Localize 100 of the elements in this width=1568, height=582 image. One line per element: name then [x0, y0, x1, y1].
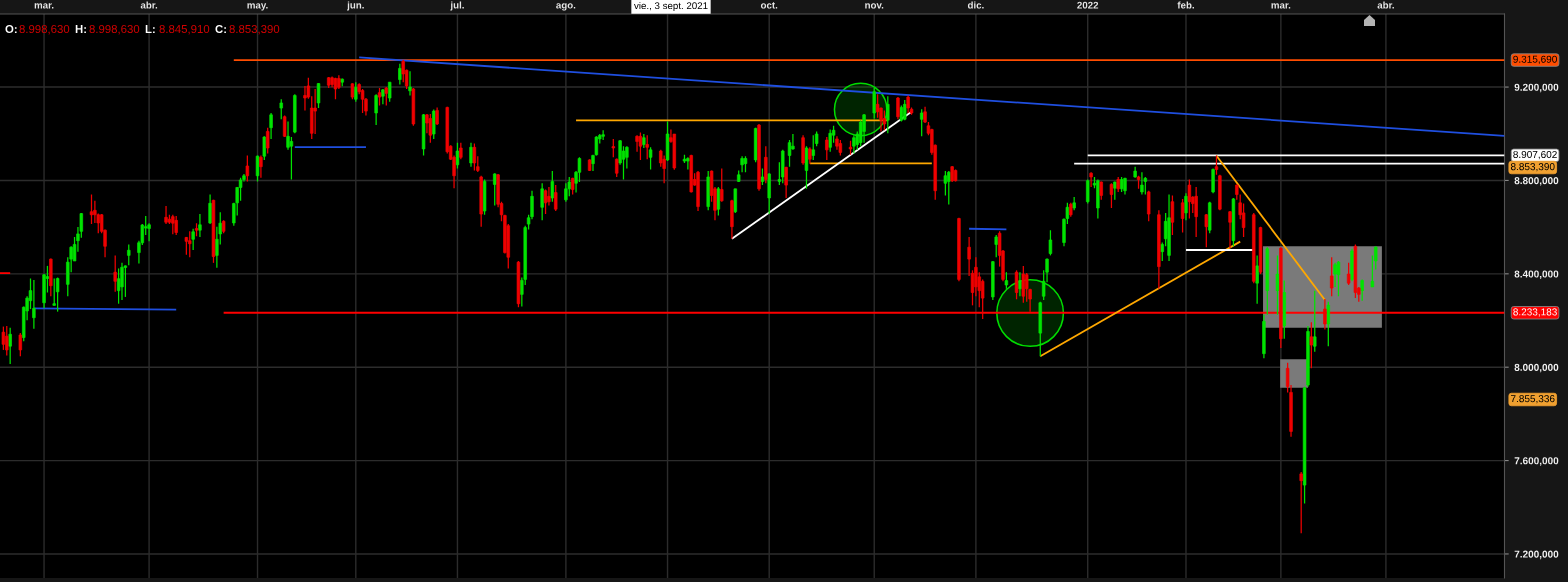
- candlestick: [1346, 262, 1351, 286]
- candlestick: [5, 325, 9, 357]
- candlestick: [89, 193, 94, 225]
- candlestick: [648, 146, 653, 171]
- y-tick-label: 8.400,000: [1514, 270, 1559, 279]
- candlestick: [862, 113, 866, 144]
- candlestick: [543, 188, 548, 215]
- candlestick: [269, 112, 273, 140]
- x-tick-label: ago.: [556, 3, 576, 11]
- candlestick: [1170, 194, 1175, 236]
- candlestick: [852, 134, 856, 155]
- annotation: O: 8.998,630: [5, 24, 70, 35]
- candlestick: [262, 135, 267, 161]
- candlestick: [882, 109, 887, 131]
- candlestick: [1113, 180, 1117, 201]
- candlestick: [540, 182, 544, 221]
- candlestick: [550, 170, 555, 203]
- x-tick-label: nov.: [865, 3, 884, 9]
- candlestick: [740, 155, 744, 173]
- x-tick-label: abr.: [1377, 1, 1394, 9]
- candlestick: [1323, 298, 1327, 331]
- candlestick: [1329, 256, 1334, 297]
- candlestick: [1299, 471, 1303, 534]
- candlestick: [662, 154, 666, 184]
- candlestick: [720, 167, 724, 203]
- candlestick: [8, 327, 12, 365]
- candlestick: [716, 186, 721, 217]
- candlestick: [401, 59, 405, 83]
- candlestick: [1336, 260, 1341, 297]
- candlestick: [1025, 272, 1029, 303]
- candlestick: [198, 213, 202, 238]
- candlestick: [1255, 254, 1259, 305]
- candlestick: [872, 87, 876, 120]
- candlestick: [265, 127, 270, 155]
- candlestick: [191, 228, 195, 251]
- annotation: L: 8.845,910: [145, 24, 210, 35]
- x-tick-label: mar.: [34, 3, 54, 9]
- candlestick: [259, 154, 263, 179]
- candlestick: [316, 82, 321, 109]
- candlestick: [811, 134, 815, 161]
- y-tick-label: 8.800,000: [1514, 177, 1559, 186]
- data-label: 8.907,602: [1513, 150, 1557, 160]
- candlestick: [164, 205, 168, 225]
- candlestick: [279, 98, 283, 120]
- candlestick: [123, 264, 128, 298]
- candlestick: [554, 184, 558, 212]
- candlestick: [825, 136, 829, 161]
- candlestick: [784, 166, 788, 199]
- candlestick: [1214, 154, 1219, 176]
- candlestick: [733, 188, 738, 214]
- x-tick-label: jul.: [450, 1, 464, 11]
- candlestick: [32, 279, 36, 330]
- candlestick: [686, 156, 690, 171]
- text: vie., 3 sept. 2021: [634, 1, 708, 12]
- candlestick: [1089, 171, 1093, 188]
- candlestick: [289, 136, 294, 181]
- x-tick-label: may.: [247, 3, 268, 11]
- y-tick-label: 7.600,000: [1514, 457, 1559, 466]
- candlestick: [1048, 229, 1053, 257]
- candlestick: [1309, 321, 1314, 369]
- candlestick: [1326, 301, 1330, 347]
- x-tick-label: feb.: [1177, 1, 1194, 9]
- candlestick: [1099, 180, 1103, 201]
- x-tick-label: dic.: [967, 1, 984, 9]
- y-tick-label: 9.200,000: [1514, 83, 1559, 93]
- candlestick: [387, 81, 392, 103]
- annotation: C: 8.853,390: [215, 24, 280, 35]
- candlestick: [313, 88, 317, 135]
- candlestick: [18, 332, 23, 357]
- y-tick-label: 8.000,000: [1514, 363, 1559, 373]
- candlestick: [828, 128, 832, 153]
- candlestick: [398, 63, 402, 86]
- x-tick-label: oct.: [760, 2, 778, 9]
- candlestick: [1086, 178, 1090, 205]
- candlestick: [947, 170, 951, 206]
- candlestick: [174, 215, 178, 236]
- candlestick: [238, 177, 243, 202]
- annotation: H: 8.998,630: [75, 24, 140, 35]
- candlestick: [611, 138, 616, 158]
- x-tick-label: 2022: [1077, 1, 1099, 9]
- x-tick-label: abr.: [140, 1, 158, 9]
- x-tick-label: jun.: [347, 1, 364, 11]
- candlestick: [1204, 213, 1209, 248]
- candlestick: [1333, 262, 1337, 288]
- data-label: 9.315,690: [1513, 55, 1557, 64]
- candlestick: [1180, 198, 1185, 234]
- candlestick: [764, 145, 768, 184]
- candlestick: [255, 154, 260, 183]
- candlestick: [469, 142, 473, 168]
- candlestick: [1275, 254, 1280, 316]
- candlestick: [1109, 182, 1114, 209]
- candlestick: [1014, 269, 1019, 300]
- text: 7.855,336: [1511, 395, 1555, 404]
- candlestick: [188, 230, 192, 258]
- candlestick: [635, 134, 639, 153]
- candlestick: [547, 186, 551, 207]
- candlestick: [127, 243, 131, 266]
- text: 8.853,390: [1510, 163, 1555, 172]
- candlestick: [120, 262, 124, 301]
- x-tick-label: mar.: [1271, 3, 1291, 9]
